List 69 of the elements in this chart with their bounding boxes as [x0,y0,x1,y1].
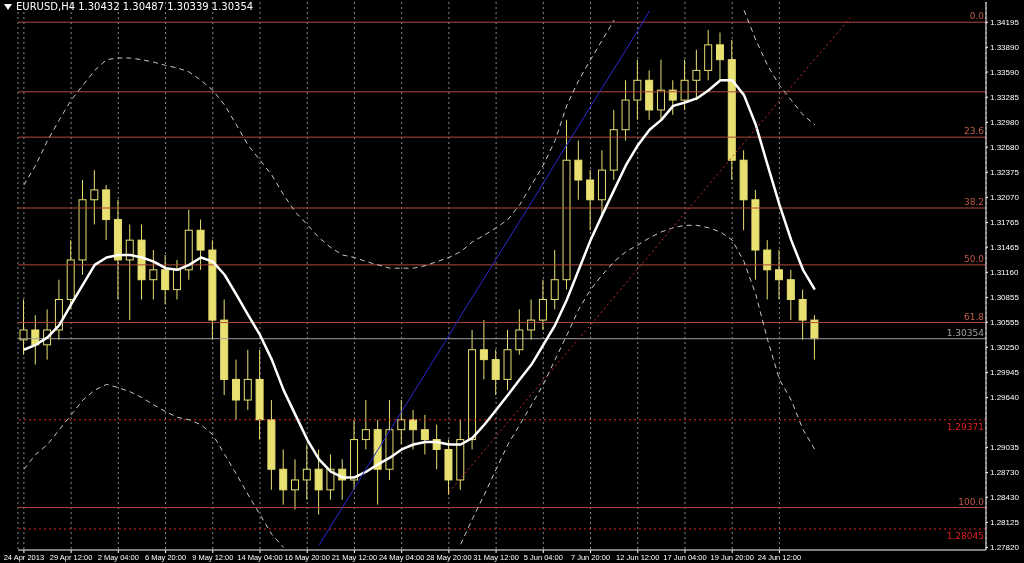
y-tick-label: 1.30250 [990,343,1020,353]
chart-title: EURUSD,H4 1.30432 1.30487 1.30339 1.30354 [16,1,254,12]
candlestick [361,399,370,450]
candlestick [586,169,595,231]
candlestick [810,314,819,361]
candlestick [326,453,335,501]
candlestick [633,59,642,121]
annotation: 23.6 [963,126,985,137]
ref-line-label: 1.30354 [946,327,985,338]
y-tick-label: 1.33285 [990,93,1020,103]
candlestick [291,458,300,511]
y-tick-label: 1.28730 [990,468,1020,478]
candlestick [656,59,665,121]
y-tick-label: 1.29945 [990,368,1020,378]
y-tick-label: 1.32680 [990,142,1020,152]
y-tick-label: 1.34195 [990,18,1020,28]
annotation: 50.0 [963,253,985,264]
y-tick-label: 1.32070 [990,193,1020,203]
candlestick [574,139,583,201]
candlestick [798,289,807,341]
candlestick [243,349,252,411]
candlestick [19,298,28,356]
y-tick-label: 1.28125 [990,518,1020,528]
candlestick [527,298,536,341]
candlestick [314,448,323,516]
candlestick [125,224,134,321]
candlestick [231,359,240,421]
candlestick [515,308,524,356]
y-tick-label: 1.27820 [990,543,1020,553]
candlestick [668,79,677,116]
candlestick [149,249,158,300]
candlestick [479,319,488,380]
annotation: 0.0 [969,11,985,22]
y-tick-label: 1.30855 [990,293,1020,303]
candlestick [715,31,724,81]
y-tick-label: 1.32375 [990,168,1020,178]
candlestick [491,349,500,396]
candlestick [538,279,547,331]
y-tick-label: 1.33590 [990,67,1020,77]
candlestick [680,59,689,111]
candlestick [409,409,418,450]
y-tick-label: 1.28430 [990,493,1020,503]
candlestick [172,259,181,300]
y-tick-label: 1.32980 [990,118,1020,128]
candlestick [161,254,170,305]
candlestick [763,239,772,300]
candlestick [786,269,795,321]
candlestick [775,249,784,300]
y-tick-label: 1.33890 [990,43,1020,53]
y-tick-label: 1.31765 [990,218,1020,228]
ref-line-label: 1.28045 [946,530,984,541]
ref-line-label: 1.29371 [946,421,984,432]
annotation: 61.8 [963,311,985,322]
candlestick [279,448,288,506]
candlestick [397,399,406,446]
line-series [318,10,651,546]
annotation: 38.2 [963,197,984,208]
candlestick [420,414,429,455]
candlestick [302,444,311,501]
annotation: 100.0 [958,496,985,507]
candlestick [90,169,99,225]
y-tick-label: 1.29640 [990,393,1020,403]
y-tick-label: 1.30555 [990,317,1020,327]
candlestick [550,249,559,310]
line-series [448,17,851,493]
y-tick-label: 1.31160 [990,268,1019,278]
y-tick-label: 1.29035 [990,443,1020,453]
candlestick [196,219,205,271]
y-tick-label: 1.31465 [990,243,1020,252]
